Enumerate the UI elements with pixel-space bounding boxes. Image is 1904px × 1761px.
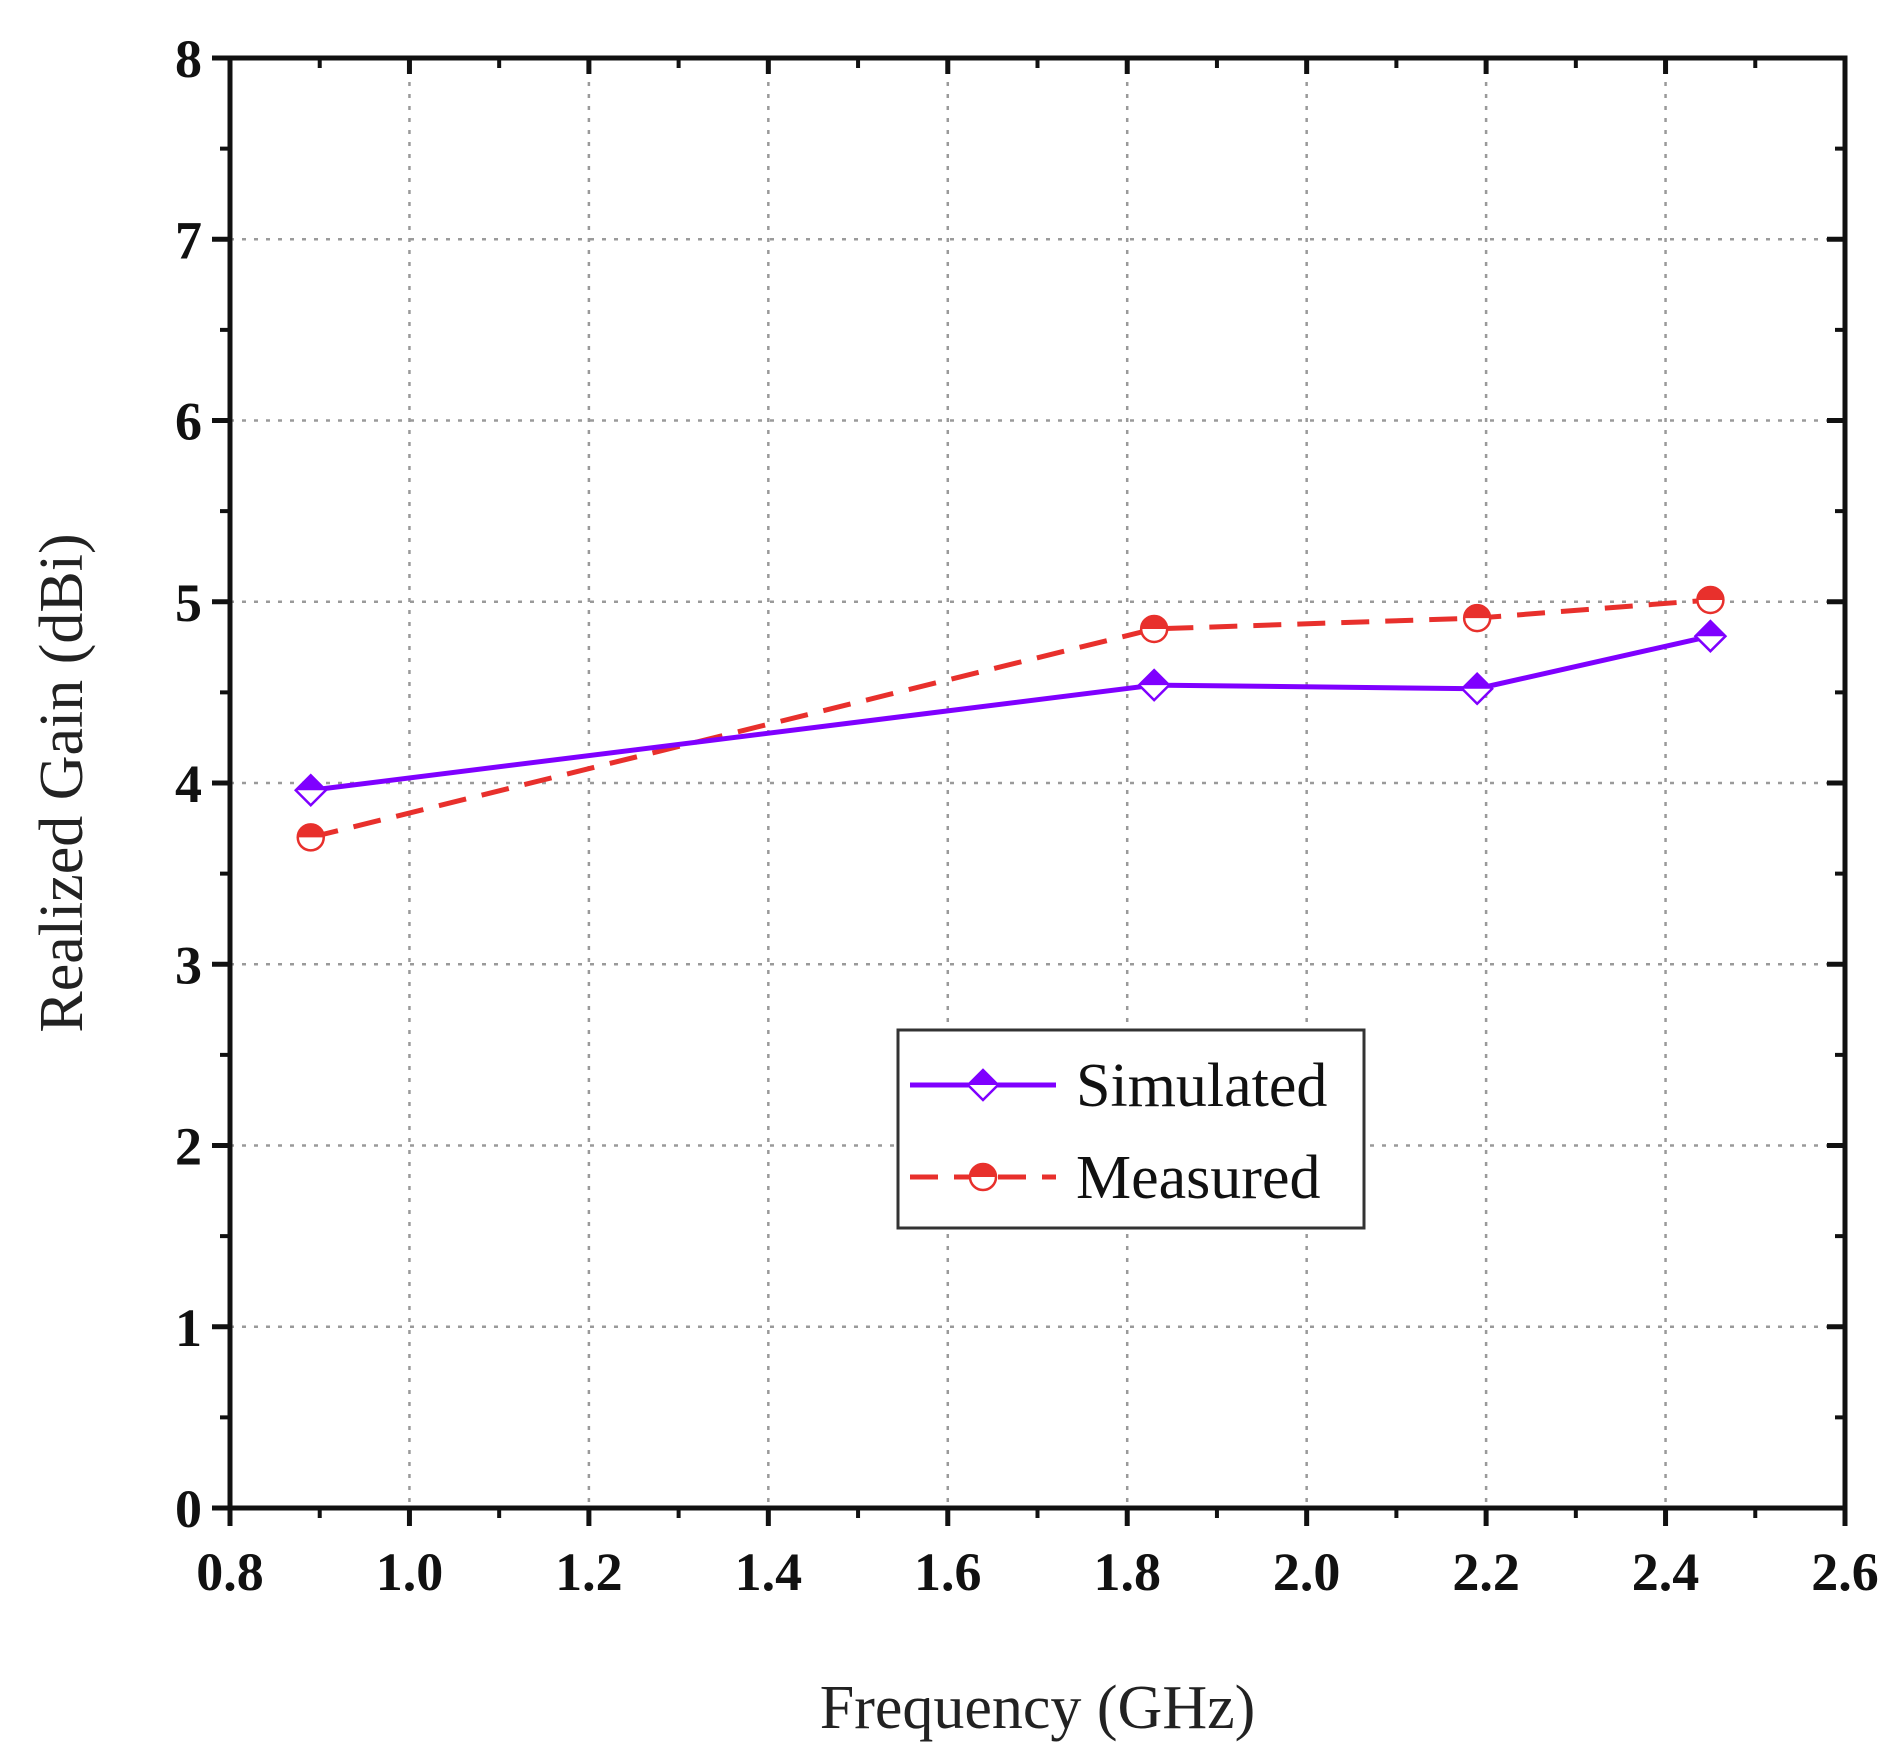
- measured-series-line: [310, 597, 1711, 840]
- legend-marker-simulated: [966, 1068, 1000, 1102]
- x-tick-label: 2.2: [1452, 1542, 1520, 1602]
- grid-lines: [230, 58, 1845, 1508]
- marker-fill: [1697, 586, 1724, 600]
- marker-fill: [1464, 605, 1491, 619]
- x-tick-label: 1.2: [555, 1542, 623, 1602]
- x-axis-title: Frequency (GHz): [820, 1674, 1256, 1742]
- x-tick-label: 2.0: [1273, 1542, 1341, 1602]
- y-tick-label: 3: [175, 935, 202, 995]
- marker-fill: [295, 775, 326, 791]
- simulated-point: [1460, 671, 1494, 706]
- series-layer: [293, 585, 1728, 852]
- x-tick-label: 1.8: [1093, 1542, 1161, 1602]
- simulated-point: [1137, 668, 1171, 702]
- y-tick-label: 7: [175, 210, 202, 270]
- legend-label-simulated: Simulated: [1076, 1052, 1327, 1120]
- marker-fill: [297, 824, 324, 838]
- legend-marker-measured: [968, 1162, 998, 1192]
- simulated-point: [1693, 619, 1728, 653]
- y-tick-label: 1: [175, 1298, 202, 1358]
- measured-point: [1696, 585, 1725, 615]
- measured-point: [1462, 603, 1492, 633]
- y-tick-label: 0: [175, 1479, 202, 1539]
- simulated-series-line: [310, 633, 1711, 793]
- marker-fill: [968, 1070, 998, 1085]
- y-axis: 0 1 2 3 4 5 6 7 8: [175, 29, 1845, 1539]
- minor-ticks: [220, 58, 1845, 1518]
- marker-fill: [1141, 615, 1168, 629]
- legend-label-measured: Measured: [1076, 1144, 1320, 1212]
- simulated-point: [293, 773, 328, 808]
- y-tick-label: 5: [175, 573, 202, 633]
- marker-fill: [970, 1164, 996, 1177]
- x-tick-label: 0.8: [196, 1542, 264, 1602]
- x-tick-label: 1.0: [376, 1542, 444, 1602]
- x-tick-label: 1.6: [914, 1542, 982, 1602]
- x-axis: 0.8 1.0 1.2 1.4 1.6 1.8 2.0 2.2 2.4 2.6: [196, 58, 1879, 1602]
- legend: Simulated Measured: [896, 1028, 1366, 1230]
- y-tick-label: 2: [175, 1117, 202, 1177]
- x-tick-label: 1.4: [735, 1542, 803, 1602]
- measured-point: [296, 823, 325, 852]
- x-tick-label: 2.4: [1632, 1542, 1700, 1602]
- marker-fill: [1695, 621, 1726, 637]
- y-tick-label: 8: [175, 29, 202, 89]
- y-axis-title: Realized Gain (dBi): [28, 533, 96, 1032]
- marker-fill: [1139, 670, 1170, 686]
- y-tick-label: 6: [175, 392, 202, 452]
- legend-box: [896, 1028, 1366, 1230]
- measured-point: [1139, 614, 1169, 644]
- y-tick-label: 4: [175, 754, 202, 814]
- marker-fill: [1462, 673, 1493, 689]
- x-tick-label: 2.6: [1811, 1542, 1879, 1602]
